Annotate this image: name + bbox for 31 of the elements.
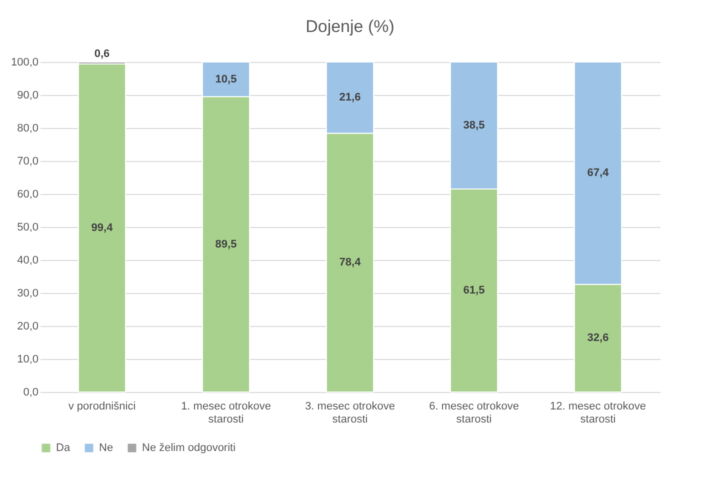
- y-tick-label: 30,0: [17, 288, 38, 300]
- data-label: 32,6: [587, 332, 609, 344]
- y-tick-label: 80,0: [17, 122, 38, 134]
- chart-title: Dojenje (%): [306, 17, 394, 36]
- data-label: 0,6: [94, 48, 110, 60]
- y-tick-label: 60,0: [17, 188, 38, 200]
- y-tick-label: 40,0: [17, 254, 38, 266]
- legend-label: Da: [56, 442, 71, 454]
- x-tick-label: 1. mesec otrokove starosti: [181, 400, 271, 426]
- y-tick-label: 70,0: [17, 156, 38, 168]
- x-tick-label: 6. mesec otrokove starosti: [429, 400, 519, 426]
- data-label: 61,5: [463, 284, 485, 297]
- legend-label: Ne želim odgovoriti: [142, 442, 236, 454]
- y-tick-label: 20,0: [17, 320, 38, 332]
- data-label: 89,5: [215, 238, 237, 250]
- x-tick-label: 3. mesec otrokove starosti: [305, 400, 395, 426]
- y-tick-label: 100,0: [10, 56, 38, 68]
- x-tick-label: v porodnišnici: [68, 400, 136, 412]
- data-label: 99,4: [91, 222, 114, 234]
- bar: [78, 63, 126, 392]
- y-tick-label: 90,0: [17, 90, 38, 102]
- y-tick-label: 50,0: [17, 222, 38, 234]
- y-tick-label: 10,0: [17, 354, 38, 366]
- data-label: 10,5: [215, 73, 237, 86]
- data-label: 38,5: [463, 120, 485, 132]
- legend-label: Ne: [99, 442, 114, 454]
- data-label: 21,6: [339, 92, 361, 104]
- x-tick-label: 12. mesec otrokove starosti: [550, 400, 646, 426]
- y-tick-label: 0,0: [23, 386, 38, 398]
- data-label: 78,4: [339, 256, 362, 269]
- data-label: 67,4: [587, 167, 610, 180]
